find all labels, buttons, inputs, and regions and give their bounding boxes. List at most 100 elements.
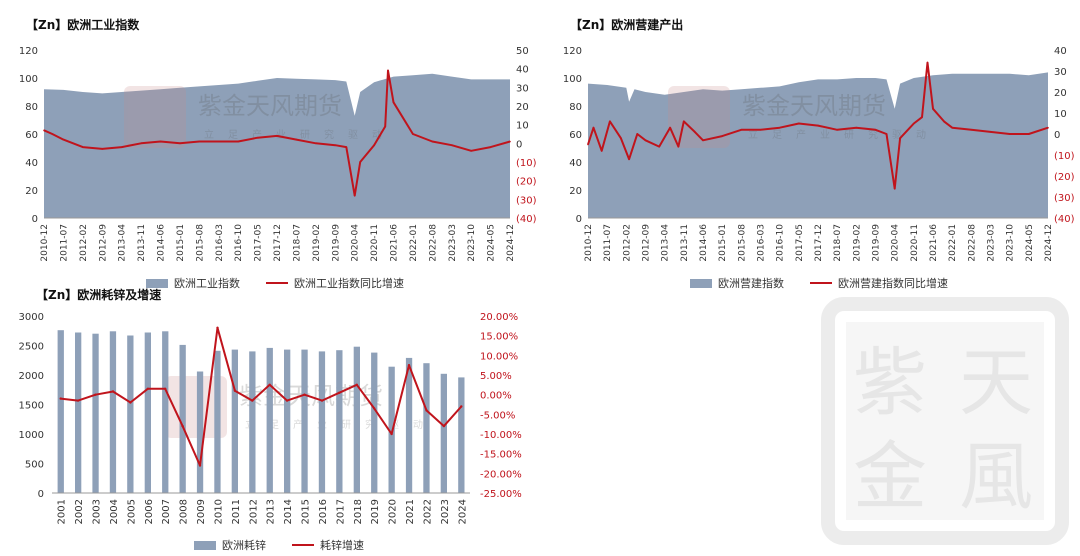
y-tick-label: 500 xyxy=(25,460,44,471)
bar xyxy=(109,331,117,493)
growth-point xyxy=(181,424,184,428)
x-tick-label: 2013-04 xyxy=(661,224,671,262)
series-line-point xyxy=(1028,133,1030,135)
series-line-point xyxy=(470,150,473,152)
x-tick-label: 2011-07 xyxy=(59,224,69,262)
bar xyxy=(458,377,465,493)
x-tick-label: 2010-12 xyxy=(40,224,50,262)
y2-tick-label: (40) xyxy=(516,214,537,225)
x-tick-label: 2017-12 xyxy=(273,224,283,262)
growth-point xyxy=(407,364,411,367)
growth-point xyxy=(320,399,324,402)
x-tick-label: 2016-03 xyxy=(757,224,767,262)
series-line-point xyxy=(179,142,181,145)
series-line-point xyxy=(620,137,622,139)
x-tick-label: 2003 xyxy=(92,499,103,524)
series-line-point xyxy=(392,101,395,104)
series-line-point xyxy=(874,129,877,131)
panel-eu-construction: 【Zn】欧洲营建产出 紫金天风期货 立足产业研究驱动 0 20 40 60 80 100 120… xyxy=(540,0,1080,290)
x-tick-label: 2012-09 xyxy=(642,224,652,262)
y-tick-label: 40 xyxy=(25,158,38,169)
legend-label-line: 欧洲工业指数同比增速 xyxy=(294,277,404,290)
x-tick-label: 2011-07 xyxy=(603,224,613,262)
growth-point xyxy=(425,409,428,412)
series-line-point xyxy=(359,161,362,163)
y-tick-label: 3000 xyxy=(19,312,44,323)
x-tick-label: 2007 xyxy=(161,499,172,524)
y2-tick-label: 50 xyxy=(516,46,529,57)
growth-point xyxy=(59,397,62,400)
y2-tick-label: 30 xyxy=(516,83,529,94)
y2-tick-label: 0 xyxy=(1054,130,1060,141)
x-tick-label: 2011 xyxy=(231,499,242,524)
y-tick-label: 60 xyxy=(25,130,38,141)
series-line-point xyxy=(198,140,201,143)
series-line-point xyxy=(609,120,611,123)
growth-point xyxy=(216,326,219,329)
x-tick-label: 2002 xyxy=(74,499,85,524)
series-line-point xyxy=(885,133,888,135)
series-line-point xyxy=(658,145,660,148)
growth-point xyxy=(164,387,167,390)
x-tick-label: 2016-03 xyxy=(215,224,225,262)
growth-point xyxy=(303,393,306,396)
bar xyxy=(214,350,221,493)
x-tick-label: 2019-02 xyxy=(312,224,322,262)
x-tick-label: 2010 xyxy=(213,499,224,524)
x-tick-label: 2001 xyxy=(57,499,68,524)
series-line-point xyxy=(412,133,414,135)
y2-tick-label: 0 xyxy=(516,139,522,150)
x-tick-label: 2005 xyxy=(126,499,137,524)
series-line-point xyxy=(683,120,685,123)
legend-swatch-line xyxy=(292,544,314,546)
growth-point xyxy=(338,391,341,394)
series-line-point xyxy=(669,126,671,129)
legend-swatch-area xyxy=(146,278,168,288)
svg-text:風: 風 xyxy=(959,434,1033,520)
series-line-point xyxy=(315,142,317,145)
x-tick-label: 2015-01 xyxy=(176,224,186,262)
x-tick-label: 2020-11 xyxy=(370,224,380,262)
svg-text:天: 天 xyxy=(959,340,1033,426)
x-tick-label: 2023-10 xyxy=(1006,224,1016,262)
x-tick-label: 2013-11 xyxy=(680,224,690,262)
legend: 欧洲工业指数 欧洲工业指数同比增速 xyxy=(146,275,404,291)
y2-tick-label: 30 xyxy=(1054,67,1067,78)
x-tick-label: 2020-04 xyxy=(351,224,361,262)
bar xyxy=(57,330,64,493)
series-line-point xyxy=(159,140,162,143)
watermark-brand: 紫金天风期货 xyxy=(742,92,886,120)
bar xyxy=(249,351,256,493)
series-line-point xyxy=(384,125,387,128)
series-line-point xyxy=(628,158,630,160)
seal-watermark: 紫 天 金 風 xyxy=(821,297,1069,545)
y2-tick-label: -15.00% xyxy=(480,450,522,461)
series-line-point xyxy=(951,126,953,129)
growth-point xyxy=(111,390,115,393)
series-line-point xyxy=(855,126,858,129)
series-line-point xyxy=(101,148,104,150)
series-line-point xyxy=(451,144,453,146)
x-tick-label: 2014-06 xyxy=(699,224,709,262)
series-line-point xyxy=(353,194,356,197)
growth-line xyxy=(60,326,463,467)
bar xyxy=(301,349,308,493)
series-line-point xyxy=(256,136,259,139)
x-tick-label: 2016 xyxy=(318,499,329,524)
growth-point xyxy=(285,399,289,402)
x-tick-label: 2023-10 xyxy=(467,224,477,262)
series-line-point xyxy=(694,131,696,133)
series-line-point xyxy=(237,140,239,143)
series-line-point xyxy=(644,139,647,142)
y-tick-label: 1000 xyxy=(19,430,44,441)
y-tick-label: 40 xyxy=(569,158,582,169)
x-tick-label: 2012-09 xyxy=(98,224,108,262)
growth-point xyxy=(442,424,446,428)
series-line-point xyxy=(295,138,298,141)
x-tick-label: 2006 xyxy=(144,499,155,524)
bar xyxy=(196,371,204,493)
x-tick-label: 2016-10 xyxy=(234,224,244,262)
x-tick-label: 2024-12 xyxy=(1044,224,1054,262)
